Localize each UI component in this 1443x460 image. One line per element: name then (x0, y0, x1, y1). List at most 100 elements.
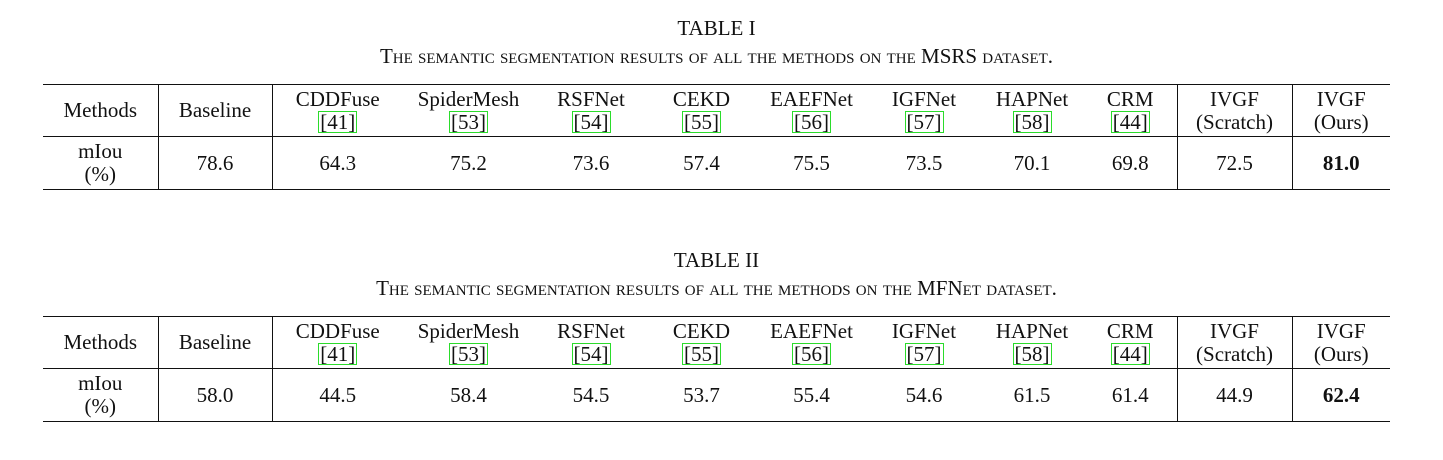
header-text: CEKD (672, 318, 731, 343)
citation: [41] (318, 109, 358, 134)
header-text: IGFNet (891, 86, 957, 111)
header-text: HAPNet (995, 86, 1069, 111)
citation: [54] (571, 341, 611, 366)
data-row: mIou (%) 58.0 44.5 58.4 54.5 53.7 55.4 54.6 61.5 6… (43, 368, 1390, 422)
header-text: SpiderMesh (417, 86, 520, 111)
value-cell: 69.8 (1084, 136, 1178, 190)
header-text: RSFNet (557, 86, 625, 111)
header-text: CDDFuse (295, 86, 380, 111)
header-text: SpiderMesh (417, 318, 520, 343)
header-cell: CDDFuse [41] (272, 84, 404, 137)
header-cell: SpiderMesh [53] (403, 84, 534, 137)
citation: [56] (792, 341, 831, 366)
citation: [58] (1012, 109, 1052, 134)
data-row: mIou (%) 78.6 64.3 75.2 73.6 57.4 75.5 73.5 70.1 6… (43, 136, 1390, 190)
header-cell: CEKD [55] (648, 84, 755, 137)
table-label: TABLE II (673, 248, 760, 272)
value-cell: 61.4 (1084, 368, 1178, 422)
citation-wrap: [44] (1084, 341, 1177, 366)
citation: [57] (904, 341, 944, 366)
value-cell: 72.5 (1177, 136, 1293, 190)
value-cell: 75.2 (450, 150, 487, 175)
value-cell: 73.6 (572, 150, 610, 175)
header-cell: IVGF (Scratch) (1177, 84, 1293, 137)
row-label: mIou (%) (43, 136, 159, 190)
citation-wrap: [56] (755, 110, 868, 134)
header-cell: Methods (43, 316, 159, 369)
citation: [55] (682, 109, 721, 134)
value-cell: 81.0 (1322, 150, 1360, 175)
value-cell: 73.5 (905, 150, 943, 175)
header-text: IVGF (1316, 318, 1366, 343)
header-text: IVGF (1209, 86, 1259, 111)
header-cell: RSFNet [54] (534, 84, 648, 137)
citation-wrap: [57] (868, 341, 980, 366)
citation-wrap: [53] (403, 110, 534, 134)
header-cell: EAEFNet [56] (755, 316, 868, 369)
citation: [44] (1110, 341, 1150, 366)
table-block: TABLE I The semantic segmentation results… (43, 16, 1390, 190)
citation-wrap: [58] (980, 341, 1084, 366)
citation: [54] (571, 109, 611, 134)
row-label: mIou (%) (43, 368, 159, 422)
header-text: CDDFuse (295, 318, 380, 343)
citation-wrap: [55] (648, 341, 755, 366)
header-text: HAPNet (995, 318, 1069, 343)
table-label: TABLE I (677, 16, 756, 40)
results-table: Methods Baseline CDDFuse [41] SpiderMesh [53]… (43, 316, 1390, 422)
header-text: Baseline (178, 98, 252, 122)
citation-wrap: [41] (273, 109, 404, 134)
header-row: Methods Baseline CDDFuse [41] SpiderMesh [53]… (43, 316, 1390, 369)
header-cell: IVGF (Ours) (1292, 84, 1390, 137)
header-cell: CDDFuse [41] (272, 316, 404, 369)
value-cell: 75.5 (793, 150, 830, 175)
header-text: CRM (1106, 318, 1154, 343)
citation: [55] (682, 341, 721, 366)
header-cell: Methods (43, 84, 159, 137)
header-text: CRM (1106, 86, 1154, 111)
header-cell: CEKD [55] (648, 316, 755, 369)
row-label-text: (%) (84, 162, 116, 186)
value-cell: 58.0 (158, 368, 273, 422)
citation: [53] (449, 341, 488, 366)
value-cell: 61.5 (1013, 382, 1051, 407)
header-text: EAEFNet (770, 318, 853, 343)
results-table: Methods Baseline CDDFuse [41] SpiderMesh [53]… (43, 84, 1390, 190)
citation-wrap: [41] (273, 342, 404, 366)
citation: [58] (1012, 341, 1052, 366)
header-text: EAEFNet (770, 86, 853, 111)
header-text: CEKD (672, 86, 731, 111)
value-cell: 54.6 (905, 382, 943, 407)
value-cell: 44.9 (1177, 368, 1293, 422)
header-cell: HAPNet [58] (980, 316, 1084, 369)
header-cell: IVGF (Ours) (1292, 316, 1390, 369)
value-cell: 62.4 (1322, 382, 1360, 407)
value-cell: 55.4 (793, 382, 830, 407)
citation-wrap: [54] (534, 341, 648, 366)
header-text: Baseline (178, 330, 252, 354)
header-cell: CRM [44] (1084, 316, 1178, 369)
citation-wrap: [54] (534, 109, 648, 134)
table-block: TABLE II The semantic segmentation result… (43, 248, 1390, 422)
header-cell: EAEFNet [56] (755, 84, 868, 137)
header-text: RSFNet (557, 318, 625, 343)
value-cell: 70.1 (1013, 150, 1051, 175)
citation: [44] (1110, 109, 1150, 134)
citation-wrap: [55] (648, 109, 755, 134)
header-text: Methods (63, 98, 138, 122)
header-text: Methods (63, 330, 138, 354)
citation: [57] (904, 109, 944, 134)
row-label-text: mIou (78, 139, 123, 163)
header-text: (Ours) (1313, 341, 1369, 366)
row-label-text: (%) (84, 394, 116, 418)
citation-wrap: [44] (1084, 109, 1177, 134)
header-cell: IGFNet [57] (868, 84, 980, 137)
citation-wrap: [56] (755, 341, 868, 366)
header-text: (Scratch) (1196, 341, 1273, 366)
header-cell: RSFNet [54] (534, 316, 648, 369)
header-cell: Baseline (158, 84, 273, 137)
header-text: IVGF (1209, 318, 1259, 343)
header-text: (Scratch) (1196, 109, 1273, 134)
value-cell: 78.6 (158, 136, 273, 190)
